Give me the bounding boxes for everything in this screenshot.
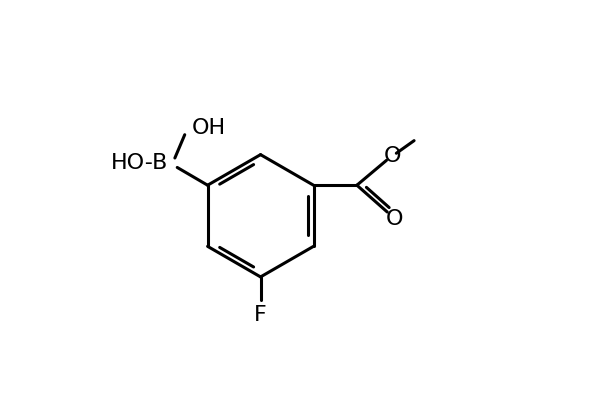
Text: HO-B: HO-B xyxy=(111,153,168,173)
Text: OH: OH xyxy=(192,118,226,138)
Text: F: F xyxy=(254,305,267,325)
Text: O: O xyxy=(386,209,403,229)
Text: O: O xyxy=(383,146,401,166)
